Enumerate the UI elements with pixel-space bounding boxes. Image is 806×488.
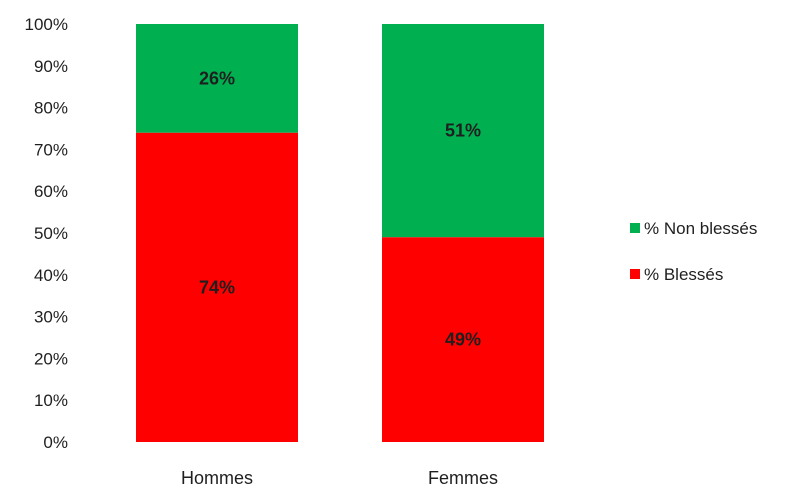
legend-label: % Non blessés xyxy=(644,219,757,238)
data-label: 26% xyxy=(199,68,235,88)
bar-segment xyxy=(136,132,298,442)
bar-segment xyxy=(136,24,298,133)
x-axis: Hommes Femmes xyxy=(181,468,498,488)
y-tick-label: 60% xyxy=(34,182,68,201)
y-tick-label: 100% xyxy=(25,15,68,34)
data-label: 51% xyxy=(445,121,481,141)
legend-label: % Blessés xyxy=(644,265,723,284)
y-tick-label: 30% xyxy=(34,308,68,327)
legend-swatch xyxy=(630,269,640,279)
x-category-label: Femmes xyxy=(428,468,498,488)
bars xyxy=(136,24,544,442)
y-tick-label: 80% xyxy=(34,99,68,118)
y-tick-label: 0% xyxy=(43,433,68,452)
data-label: 49% xyxy=(445,330,481,350)
y-tick-label: 20% xyxy=(34,349,68,368)
y-tick-label: 40% xyxy=(34,266,68,285)
x-category-label: Hommes xyxy=(181,468,253,488)
data-labels: 74% 26% 49% 51% xyxy=(199,68,481,349)
y-axis: 0% 10% 20% 30% 40% 50% 60% 70% 80% 90% 100% xyxy=(25,15,68,452)
y-tick-label: 50% xyxy=(34,224,68,243)
bar-segment xyxy=(382,24,544,238)
legend-swatch xyxy=(630,223,640,233)
y-tick-label: 90% xyxy=(34,57,68,76)
data-label: 74% xyxy=(199,277,235,297)
y-tick-label: 70% xyxy=(34,140,68,159)
bar-segment xyxy=(382,237,544,442)
legend: % Non blessés % Blessés xyxy=(630,219,757,284)
y-tick-label: 10% xyxy=(34,391,68,410)
